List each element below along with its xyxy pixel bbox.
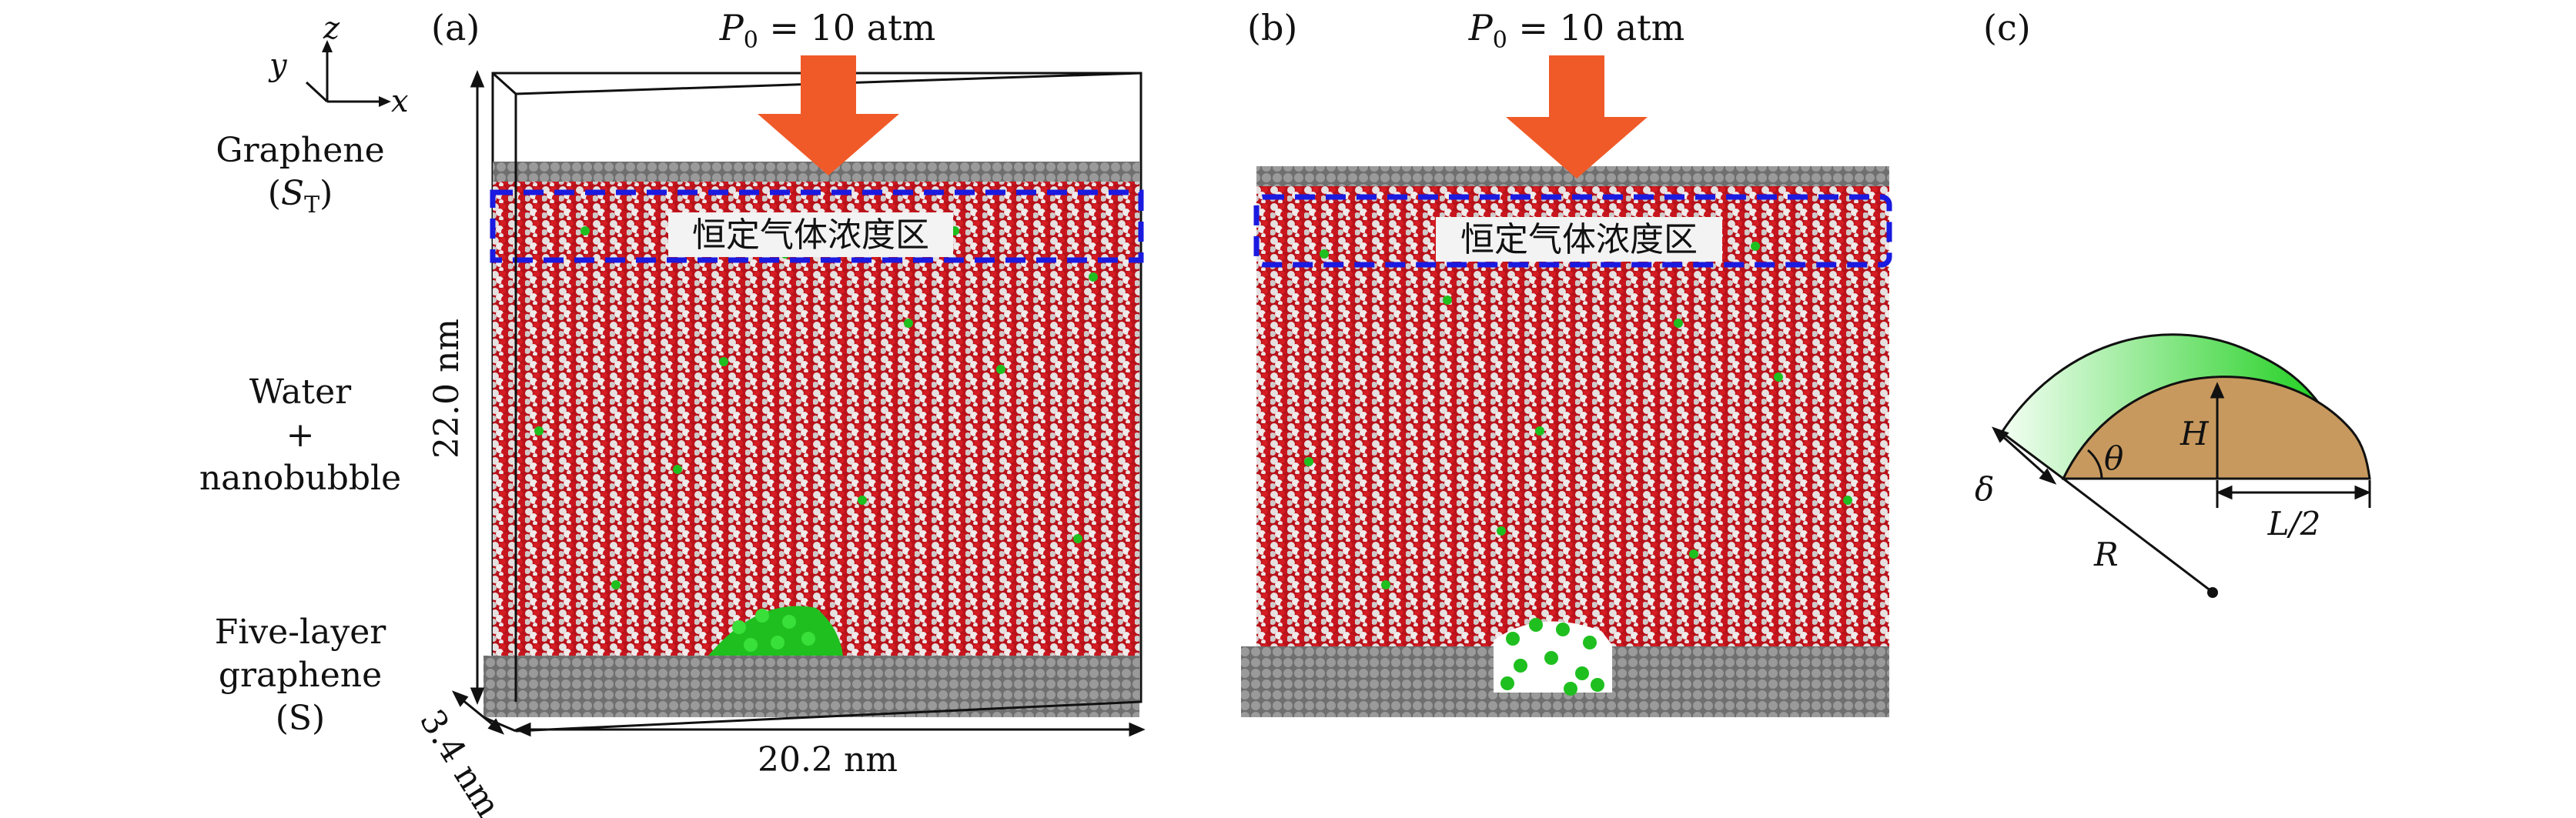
pressure-arrow-a	[758, 55, 899, 175]
top-graphene-sheet	[493, 162, 1139, 182]
panel-c-tag: (c)	[1983, 7, 2031, 48]
radius-line	[2062, 477, 2212, 593]
label-five-layer: Five-layer	[215, 613, 387, 652]
axis-z-label: z	[323, 11, 340, 46]
simulation-box-front	[483, 94, 1142, 733]
label-water: Water	[249, 372, 352, 412]
pressure-arrow-b	[1506, 55, 1648, 179]
dimension-width-label: 20.2 nm	[758, 740, 898, 780]
label-substrate-s: (S)	[276, 699, 325, 738]
dimension-depth	[451, 690, 505, 735]
symbol-delta: δ	[1975, 470, 1994, 508]
water-block	[493, 179, 1139, 656]
panel-b: (b) 恒定气体浓度区 P0 = 10 atm	[1241, 7, 1892, 717]
region-label-bg-b	[1436, 217, 1722, 262]
label-graphene-bottom: graphene	[219, 656, 382, 695]
constant-concentration-region-a	[490, 189, 1144, 263]
side-labels: Graphene (ST) Water + nanobubble Five-la…	[199, 131, 401, 738]
gas-molecules-b	[1304, 242, 1852, 589]
region-label-bg-a	[668, 212, 953, 257]
symbol-h: H	[2180, 415, 2210, 452]
axis-y-label: y	[268, 48, 288, 83]
pressure-label-a: P0 = 10 atm	[719, 7, 936, 54]
height-arrow	[2210, 382, 2225, 479]
dimension-depth-label: 3.4 nm	[412, 703, 508, 818]
curvature-center	[2207, 587, 2218, 598]
dimension-height-label: 22.0 nm	[427, 319, 467, 459]
nanobubble-a	[708, 606, 843, 656]
panel-a-tag: (a)	[431, 7, 480, 48]
panel-a: (a) 恒定气体浓度区	[412, 7, 1146, 818]
symbol-theta: θ	[2104, 439, 2123, 477]
symbol-half-l: L/2	[2267, 505, 2321, 543]
panel-b-tag: (b)	[1247, 7, 1297, 48]
label-nanobubble: nanobubble	[199, 459, 401, 498]
pressure-label-b: P0 = 10 atm	[1468, 7, 1685, 54]
contact-angle-arc	[2087, 449, 2103, 479]
symbol-r: R	[2093, 536, 2119, 573]
label-plus: +	[286, 416, 315, 455]
panel-c: (c) H θ L/2 δ	[1975, 7, 2371, 598]
axes-indicator: z y x	[268, 11, 409, 119]
label-graphene-top-symbol: (ST)	[268, 174, 333, 219]
label-graphene-top: Graphene	[216, 131, 384, 170]
dimension-height	[470, 70, 485, 705]
half-width-dimension	[2216, 480, 2371, 508]
dimension-width	[514, 722, 1146, 737]
region-label-b: 恒定气体浓度区	[1460, 220, 1698, 259]
region-label-a: 恒定气体浓度区	[692, 215, 929, 255]
nanobubble-pocket-b	[1494, 618, 1612, 717]
cap-thickness-dimension	[1991, 426, 2057, 485]
constant-concentration-region-b	[1253, 194, 1892, 268]
five-layer-graphene	[483, 656, 1139, 717]
axis-x-label: x	[391, 84, 409, 119]
